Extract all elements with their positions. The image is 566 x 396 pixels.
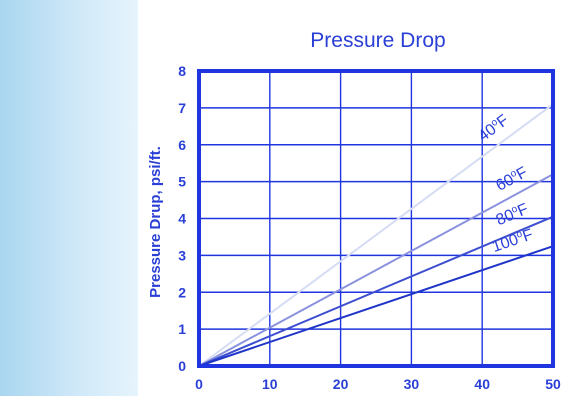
y-tick-label-8: 8 [178, 63, 186, 79]
plot-frame [197, 69, 555, 368]
x-tick-label-10: 10 [262, 376, 278, 392]
series-label-80f: 80oF [493, 200, 531, 230]
series-line-100f [198, 245, 554, 367]
x-tick-label-0: 0 [195, 376, 203, 392]
series-line-40f [198, 103, 554, 367]
y-tick-label-0: 0 [178, 358, 186, 374]
chart-title: Pressure Drop [310, 29, 445, 52]
y-tick-label-3: 3 [178, 247, 186, 263]
x-tick-label-40: 40 [474, 376, 490, 392]
series-line-60f [198, 173, 554, 367]
series-label-40f: 40oF [475, 111, 513, 145]
y-tick-label-2: 2 [178, 284, 186, 300]
y-axis-label: Pressure Drup, psi/ft. [147, 146, 164, 298]
y-tick-label-1: 1 [178, 321, 186, 337]
side-gradient-panel [0, 0, 138, 396]
y-tick-label-7: 7 [178, 100, 186, 116]
x-tick-label-50: 50 [545, 376, 561, 392]
x-tick-label-30: 30 [404, 376, 420, 392]
chart-panel [138, 0, 566, 396]
series-layer [198, 103, 554, 367]
y-tick-label-6: 6 [178, 137, 186, 153]
x-tick-label-20: 20 [333, 376, 349, 392]
frame-layer [197, 69, 555, 368]
series-line-80f [198, 215, 554, 367]
tick-layer: 0 10 20 30 40 50 0 1 2 3 4 5 6 7 8 [178, 63, 561, 392]
y-tick-label-4: 4 [178, 211, 186, 227]
y-tick-label-5: 5 [178, 174, 186, 190]
series-label-100f: 100oF [490, 225, 536, 256]
